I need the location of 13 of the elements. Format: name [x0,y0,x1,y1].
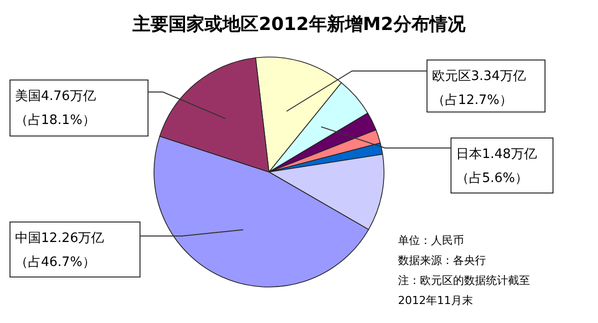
slice-label: 美国4.76万亿 [15,88,96,104]
data-label: （占12.7%） [432,93,512,108]
source-note: 数据来源：各央行 [398,254,486,267]
data-label: （占46.7%） [15,255,96,270]
text: 2012年11月末 [398,294,473,307]
text: 单位：人民币 [398,234,464,247]
chart-title: 主要国家或地区2012年新增M2分布情况 [132,14,466,35]
data-label: （占18.1%） [15,113,96,128]
slice-label: 欧元区3.34万亿 [432,69,526,84]
slice-label: 中国12.26万亿 [15,231,104,246]
slice-label: 日本1.48万亿 [456,147,537,162]
text: 注：欧元区的数据统计截至 [398,274,530,287]
data-label: （占5.6%） [456,171,528,186]
